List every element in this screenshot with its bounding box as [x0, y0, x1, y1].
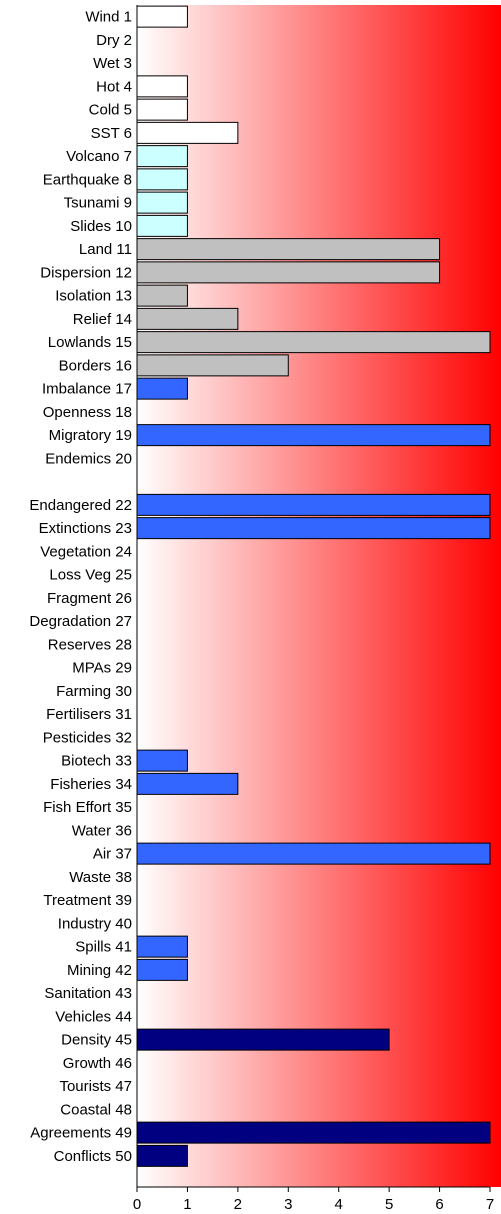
- x-tick-label-1: 1: [183, 1196, 191, 1213]
- bar-12: [136, 261, 441, 284]
- category-label-5: Cold 5: [89, 102, 132, 119]
- bar-49: [136, 1121, 491, 1144]
- x-tick-label-6: 6: [435, 1196, 443, 1213]
- category-labels: Wind 1 Dry 2 Wet 3 Hot 4 Cold 5 SST 6 Volcano …: [29, 9, 132, 1165]
- category-label-48: Coastal 48: [60, 1101, 132, 1118]
- category-label-45: Density 45: [61, 1032, 132, 1049]
- bar-19: [136, 424, 491, 447]
- bar-16: [136, 354, 289, 377]
- category-label-17: Imbalance 17: [42, 381, 132, 398]
- category-label-19: Migratory 19: [49, 427, 132, 444]
- bar-34: [136, 772, 239, 795]
- category-label-27: Degradation 27: [29, 613, 132, 630]
- x-tick-label-0: 0: [133, 1196, 141, 1213]
- x-axis-ticks: 0 1 2 3 4 5 6 7: [133, 1187, 494, 1213]
- category-label-15: Lowlands 15: [48, 334, 132, 351]
- x-tick-label-4: 4: [335, 1196, 343, 1213]
- category-label-43: Sanitation 43: [44, 985, 132, 1002]
- x-tick-label-7: 7: [486, 1196, 494, 1213]
- bar-9: [136, 191, 188, 214]
- bar-33: [136, 749, 188, 772]
- x-tick-label-2: 2: [234, 1196, 242, 1213]
- bar-5: [136, 98, 188, 121]
- category-label-40: Industry 40: [58, 915, 132, 932]
- category-label-13: Isolation 13: [55, 288, 132, 305]
- bar-41: [136, 935, 188, 958]
- category-label-4: Hot 4: [96, 78, 132, 95]
- bar-8: [136, 168, 188, 191]
- category-label-6: SST 6: [91, 125, 132, 142]
- bar-11: [136, 238, 441, 261]
- category-label-41: Spills 41: [75, 939, 132, 956]
- category-label-25: Loss Veg 25: [49, 567, 132, 584]
- bar-1: [136, 5, 188, 28]
- bar-23: [136, 517, 491, 540]
- category-label-42: Mining 42: [67, 962, 132, 979]
- bar-17: [136, 377, 188, 400]
- category-label-46: Growth 46: [63, 1055, 132, 1072]
- category-label-8: Earthquake 8: [43, 171, 132, 188]
- category-label-7: Volcano 7: [66, 148, 132, 165]
- category-label-23: Extinctions 23: [39, 520, 132, 537]
- bar-4: [136, 75, 188, 98]
- bar-45: [136, 1028, 390, 1051]
- category-label-14: Relief 14: [73, 311, 132, 328]
- category-label-31: Fertilisers 31: [46, 706, 132, 723]
- category-label-35: Fish Effort 35: [43, 799, 132, 816]
- category-label-39: Treatment 39: [43, 892, 132, 909]
- category-label-10: Slides 10: [70, 218, 132, 235]
- category-label-3: Wet 3: [93, 55, 132, 72]
- x-tick-label-5: 5: [385, 1196, 393, 1213]
- bar-15: [136, 331, 491, 354]
- bar-22: [136, 493, 491, 516]
- bar-6: [136, 121, 239, 144]
- category-label-49: Agreements 49: [30, 1125, 132, 1142]
- category-label-16: Borders 16: [59, 357, 132, 374]
- x-tick-label-3: 3: [284, 1196, 292, 1213]
- category-label-2: Dry 2: [96, 32, 132, 49]
- category-label-12: Dispersion 12: [40, 264, 132, 281]
- bar-7: [136, 145, 188, 168]
- category-label-30: Farming 30: [56, 683, 132, 700]
- bar-14: [136, 307, 239, 330]
- bar-37: [136, 842, 491, 865]
- category-label-47: Tourists 47: [59, 1078, 132, 1095]
- bar-10: [136, 214, 188, 237]
- category-label-38: Waste 38: [69, 869, 132, 886]
- category-label-22: Endangered 22: [29, 497, 132, 514]
- category-label-18: Openness 18: [43, 404, 132, 421]
- plot-area-background: [137, 5, 501, 1187]
- category-label-20: Endemics 20: [45, 450, 132, 467]
- category-label-33: Biotech 33: [61, 753, 132, 770]
- category-label-32: Pesticides 32: [43, 729, 132, 746]
- category-label-36: Water 36: [72, 822, 132, 839]
- category-label-24: Vegetation 24: [40, 543, 132, 560]
- category-label-28: Reserves 28: [48, 636, 132, 653]
- category-label-37: Air 37: [93, 846, 132, 863]
- category-label-34: Fisheries 34: [50, 776, 132, 793]
- category-label-1: Wind 1: [85, 9, 132, 26]
- category-label-9: Tsunami 9: [64, 195, 132, 212]
- category-label-50: Conflicts 50: [54, 1148, 132, 1165]
- category-label-26: Fragment 26: [47, 590, 132, 607]
- bar-13: [136, 284, 188, 307]
- category-label-44: Vehicles 44: [55, 1008, 132, 1025]
- category-label-11: Land 11: [79, 241, 132, 258]
- bar-42: [136, 958, 188, 981]
- bar-50: [136, 1144, 188, 1167]
- category-label-29: MPAs 29: [72, 660, 132, 677]
